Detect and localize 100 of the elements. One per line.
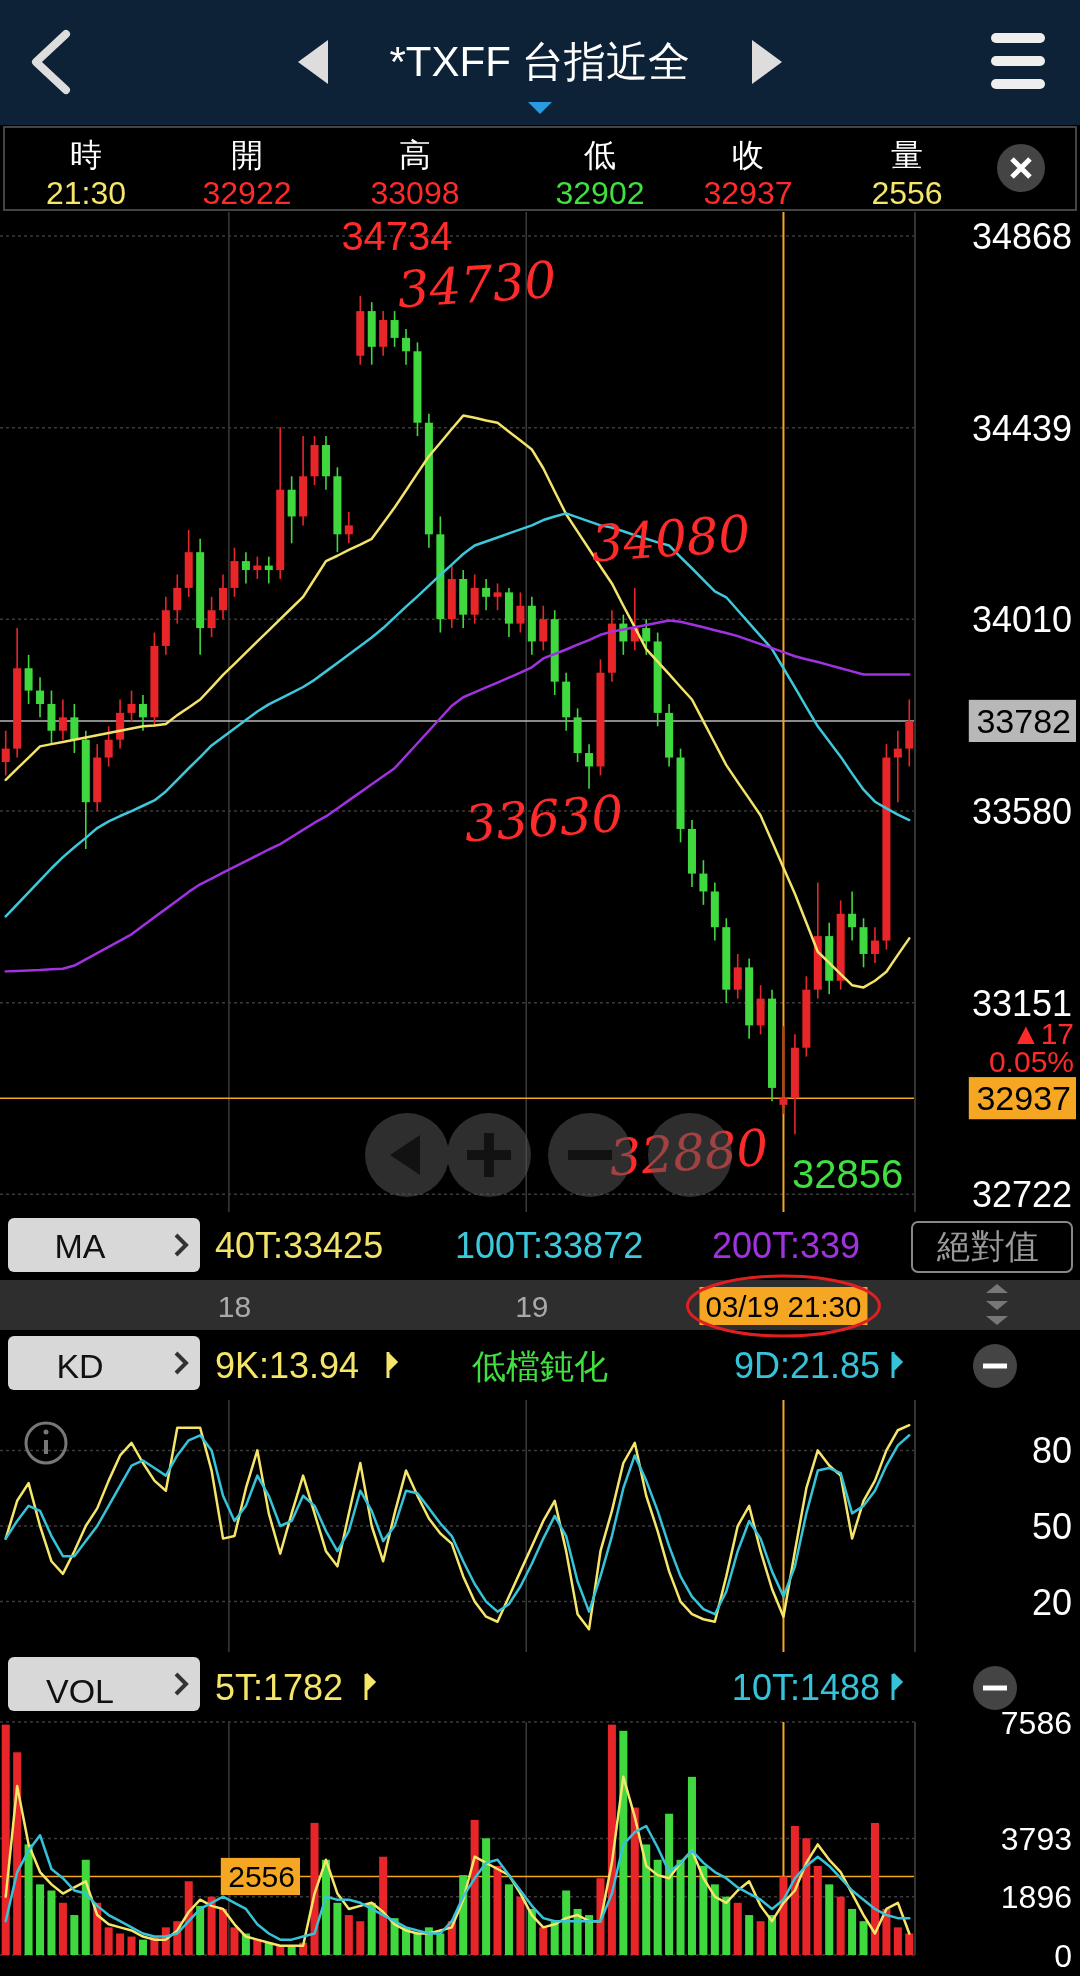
bar <box>104 1927 113 1955</box>
text: 32937 <box>703 175 793 211</box>
bar <box>562 1890 571 1955</box>
bar <box>482 1838 491 1956</box>
annotation: 34080 <box>589 504 753 574</box>
text: 絕對值 <box>936 1227 1039 1265</box>
text: 量 <box>891 137 923 173</box>
bar <box>676 1859 685 1955</box>
text: 高 <box>399 137 431 173</box>
ref-line-label: 32937 <box>976 1079 1071 1118</box>
y-tick-label: 34010 <box>971 599 1072 641</box>
bar <box>836 1896 845 1955</box>
bar <box>196 1905 205 1955</box>
text: 21:30 <box>45 175 127 211</box>
line-series <box>4 619 911 973</box>
bar <box>219 1908 228 1955</box>
bar <box>756 1921 765 1955</box>
annotation: 32880 <box>607 1118 771 1188</box>
candlestick <box>870 926 879 964</box>
text: 收 <box>732 137 764 173</box>
bar <box>253 1939 262 1955</box>
candlestick <box>642 618 651 656</box>
bar <box>825 1884 834 1955</box>
text: KD <box>56 1347 104 1385</box>
bar <box>619 1730 628 1955</box>
ref-line-label: 2556 <box>228 1860 295 1894</box>
candlestick <box>70 703 79 754</box>
candlestick <box>24 654 33 705</box>
bar <box>1 1724 10 1955</box>
bar <box>356 1921 365 1955</box>
legend-label: 9D:21.85 <box>733 1345 880 1386</box>
bar <box>653 1859 662 1955</box>
text: 開 <box>231 137 263 173</box>
bar <box>379 1856 388 1955</box>
bar <box>790 1826 799 1955</box>
candlestick <box>1 729 10 777</box>
text: 32922 <box>202 175 292 211</box>
legend-label: 5T:1782 <box>215 1667 344 1708</box>
candlestick <box>585 743 594 790</box>
legend-label: 9K:13.94 <box>215 1345 360 1386</box>
candlestick <box>848 890 857 942</box>
bar <box>745 1915 754 1955</box>
bar <box>722 1896 731 1955</box>
candlestick <box>344 511 353 545</box>
bar <box>802 1838 811 1956</box>
candlestick <box>893 729 902 803</box>
text: 時 <box>70 137 102 173</box>
bar <box>733 1902 742 1955</box>
bar <box>116 1933 125 1955</box>
text: MA <box>54 1227 106 1265</box>
bar <box>230 1927 239 1955</box>
text: 低檔鈍化 <box>472 1347 608 1385</box>
candlestick <box>173 573 182 625</box>
line-series <box>4 414 911 989</box>
bar <box>207 1896 216 1955</box>
candlestick <box>241 551 250 585</box>
candlestick <box>402 328 411 366</box>
y-tick-label: 33580 <box>971 791 1072 833</box>
candlestick <box>699 859 708 906</box>
bar <box>687 1776 696 1955</box>
bar <box>127 1936 136 1955</box>
x-tick-label: 18 <box>217 1289 252 1323</box>
candlestick <box>493 582 502 612</box>
bar <box>138 1939 147 1955</box>
bar <box>264 1942 273 1955</box>
text: 33098 <box>370 175 460 211</box>
y-tick-label: 34439 <box>971 407 1072 449</box>
text: 100T:33872 <box>455 1225 644 1266</box>
y-tick-label: 20 <box>1031 1581 1072 1623</box>
bar <box>630 1807 639 1955</box>
bar <box>70 1915 79 1955</box>
annotation: 32856 <box>792 1152 904 1196</box>
bar <box>47 1890 56 1955</box>
bar <box>905 1933 914 1955</box>
bar <box>848 1908 857 1955</box>
x-tick-label: 03/19 21:30 <box>705 1289 864 1323</box>
bar <box>585 1915 594 1955</box>
text: 40T:33425 <box>215 1225 384 1266</box>
text: 200T:339 <box>712 1225 861 1266</box>
text: 32902 <box>555 175 645 211</box>
bar <box>470 1819 479 1955</box>
bar <box>539 1927 548 1955</box>
bar <box>642 1844 651 1955</box>
bar <box>710 1884 719 1955</box>
x-tick-label: 19 <box>515 1289 549 1323</box>
candlestick <box>779 1025 788 1115</box>
y-tick-label: 80 <box>1031 1430 1072 1472</box>
candlestick <box>733 953 742 1000</box>
bar <box>893 1927 902 1955</box>
bar <box>81 1859 90 1955</box>
annotation: 33630 <box>462 784 626 854</box>
candlestick <box>58 698 67 741</box>
y-tick-label: 32722 <box>971 1174 1072 1216</box>
y-tick-label: 3793 <box>1000 1821 1072 1858</box>
bar <box>436 1933 445 1955</box>
legend-label: 10T:1488 <box>731 1667 880 1708</box>
candlestick <box>36 676 45 719</box>
line-series <box>4 1824 911 1941</box>
text: 低 <box>584 137 616 173</box>
ref-line-label: 33782 <box>976 702 1071 741</box>
